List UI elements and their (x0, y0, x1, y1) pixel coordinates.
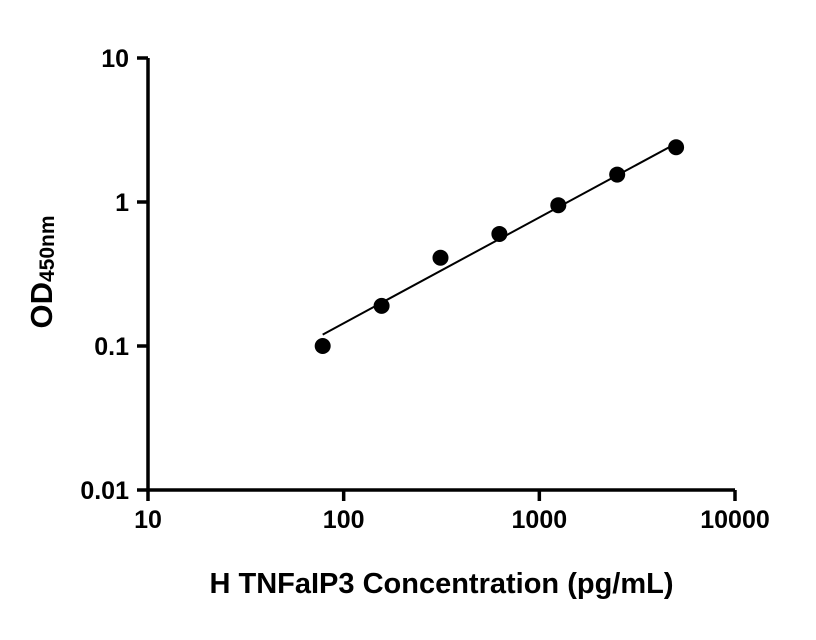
x-tick-label: 10 (134, 506, 162, 534)
axis-spines (146, 58, 735, 492)
y-tick-label: 0.01 (80, 477, 129, 505)
y-axis-label-od: OD (24, 282, 59, 329)
data-point (550, 197, 567, 214)
x-tick-label: 10000 (700, 506, 770, 534)
x-tick-label: 1000 (512, 506, 568, 534)
data-point (373, 297, 390, 314)
data-point (609, 166, 626, 183)
data-point (491, 225, 508, 242)
y-tick-label: 10 (101, 45, 129, 73)
y-axis-label-subscript: 450nm (36, 215, 59, 283)
x-axis-label: H TNFaIP3 Concentration (pg/mL) (209, 568, 674, 600)
y-axis-label: OD450nm (24, 215, 60, 328)
data-point (668, 139, 685, 156)
data-point (314, 338, 331, 354)
x-tick-label: 100 (323, 506, 365, 534)
data-point (432, 249, 449, 266)
y-tick-label: 1 (115, 189, 129, 217)
y-tick-label: 0.1 (94, 333, 129, 361)
